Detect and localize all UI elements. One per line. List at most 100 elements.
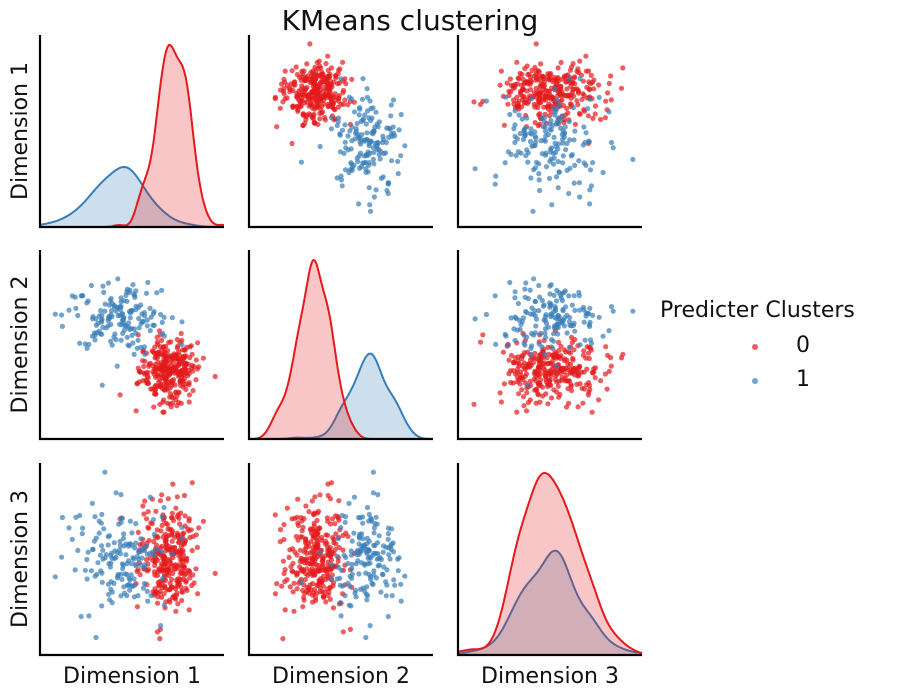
point-cluster-1 — [154, 546, 160, 553]
point-cluster-0 — [164, 355, 170, 361]
point-cluster-0 — [173, 608, 179, 614]
point-cluster-0 — [583, 68, 589, 74]
point-cluster-0 — [333, 72, 339, 78]
point-cluster-1 — [66, 525, 72, 531]
point-cluster-1 — [346, 500, 352, 506]
kde-line-cluster-0 — [457, 472, 643, 655]
point-cluster-1 — [358, 547, 364, 553]
point-cluster-1 — [517, 130, 523, 137]
point-cluster-0 — [555, 65, 561, 71]
point-cluster-0 — [170, 481, 176, 487]
point-cluster-0 — [564, 404, 570, 410]
point-cluster-1 — [521, 332, 527, 338]
point-cluster-1 — [73, 305, 79, 311]
point-cluster-1 — [525, 159, 531, 165]
point-cluster-1 — [371, 525, 377, 531]
point-cluster-0 — [572, 372, 578, 378]
point-cluster-1 — [105, 534, 111, 540]
point-cluster-1 — [105, 323, 111, 329]
point-cluster-0 — [535, 123, 541, 129]
point-cluster-0 — [290, 560, 296, 567]
point-cluster-0 — [186, 568, 193, 574]
point-cluster-0 — [618, 85, 625, 91]
point-cluster-1 — [586, 138, 592, 144]
point-cluster-1 — [520, 315, 527, 321]
point-cluster-0 — [327, 71, 333, 77]
point-cluster-1 — [122, 571, 128, 577]
point-cluster-0 — [536, 112, 542, 118]
point-cluster-0 — [159, 492, 165, 498]
point-cluster-0 — [195, 340, 201, 346]
point-cluster-0 — [177, 382, 184, 388]
point-cluster-1 — [108, 338, 114, 344]
point-cluster-1 — [550, 122, 556, 129]
point-cluster-1 — [364, 535, 370, 542]
point-cluster-0 — [313, 562, 319, 568]
point-cluster-0 — [312, 494, 318, 500]
point-cluster-1 — [380, 136, 387, 143]
point-cluster-1 — [365, 108, 371, 114]
point-cluster-1 — [553, 143, 559, 150]
point-cluster-0 — [193, 532, 199, 538]
point-cluster-1 — [515, 149, 522, 155]
point-cluster-0 — [171, 377, 177, 383]
point-cluster-1 — [551, 161, 557, 167]
panel-2-1 — [38, 250, 224, 441]
point-cluster-1 — [353, 587, 359, 593]
point-cluster-0 — [316, 58, 322, 64]
point-cluster-1 — [515, 300, 522, 307]
point-cluster-0 — [299, 518, 305, 524]
point-cluster-1 — [97, 552, 103, 558]
point-cluster-0 — [173, 505, 179, 511]
point-cluster-0 — [286, 554, 292, 561]
point-cluster-1 — [119, 515, 125, 521]
point-cluster-0 — [576, 373, 582, 379]
point-cluster-0 — [169, 576, 175, 583]
point-cluster-1 — [383, 579, 389, 585]
point-cluster-0 — [137, 572, 143, 578]
point-cluster-0 — [516, 76, 522, 82]
point-cluster-0 — [335, 81, 341, 87]
point-cluster-0 — [501, 122, 507, 128]
point-cluster-0 — [306, 509, 312, 515]
point-cluster-1 — [151, 309, 157, 315]
point-cluster-0 — [584, 366, 590, 372]
point-cluster-1 — [118, 337, 124, 343]
point-cluster-1 — [529, 343, 535, 349]
point-cluster-1 — [342, 593, 348, 599]
panel-2-2 — [247, 250, 433, 441]
panel-3-2 — [247, 463, 433, 657]
point-cluster-1 — [92, 514, 98, 520]
point-cluster-1 — [538, 138, 544, 144]
point-cluster-0 — [182, 347, 188, 353]
point-cluster-0 — [291, 608, 297, 614]
point-cluster-0 — [314, 104, 320, 110]
point-cluster-0 — [538, 83, 544, 89]
point-cluster-0 — [163, 560, 169, 567]
point-cluster-1 — [378, 589, 384, 595]
point-cluster-0 — [586, 389, 592, 395]
point-cluster-1 — [517, 326, 523, 332]
point-cluster-0 — [193, 377, 199, 383]
point-cluster-0 — [540, 73, 546, 79]
point-cluster-0 — [620, 65, 626, 71]
point-cluster-0 — [565, 386, 571, 392]
point-cluster-0 — [347, 626, 353, 633]
point-cluster-0 — [140, 503, 146, 509]
point-cluster-1 — [328, 562, 334, 568]
point-cluster-0 — [292, 515, 298, 521]
point-cluster-0 — [309, 498, 315, 504]
point-cluster-0 — [575, 102, 581, 108]
point-cluster-1 — [109, 308, 115, 314]
point-cluster-1 — [567, 137, 573, 143]
point-cluster-0 — [191, 364, 197, 370]
point-cluster-0 — [526, 71, 532, 77]
point-cluster-0 — [327, 585, 333, 592]
point-cluster-1 — [533, 159, 540, 165]
point-cluster-1 — [390, 549, 397, 555]
point-cluster-1 — [587, 167, 594, 173]
point-cluster-0 — [282, 567, 288, 573]
point-cluster-0 — [165, 348, 171, 354]
point-cluster-0 — [602, 371, 609, 377]
point-cluster-1 — [374, 556, 380, 562]
